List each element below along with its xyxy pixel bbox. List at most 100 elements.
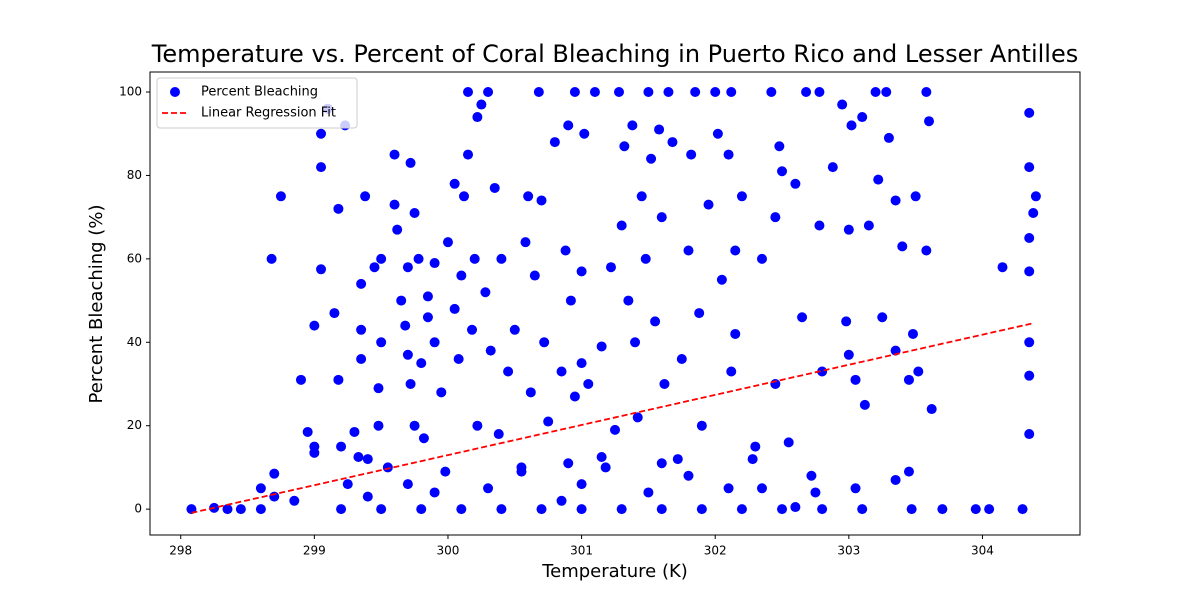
point bbox=[712, 128, 723, 139]
legend-label: Percent Bleaching bbox=[201, 85, 318, 100]
point bbox=[583, 379, 594, 390]
y-tick-label: 60 bbox=[127, 251, 142, 265]
point bbox=[429, 258, 440, 269]
chart-title: Temperature vs. Percent of Coral Bleachi… bbox=[151, 40, 1078, 68]
point bbox=[392, 224, 403, 235]
x-axis-label: Temperature (K) bbox=[541, 561, 688, 582]
point bbox=[921, 87, 932, 98]
point bbox=[790, 502, 801, 513]
point bbox=[654, 124, 665, 135]
legend-marker bbox=[170, 87, 180, 97]
point bbox=[309, 447, 320, 458]
point bbox=[269, 491, 280, 502]
point bbox=[382, 462, 393, 473]
point bbox=[255, 483, 266, 494]
point bbox=[529, 270, 540, 281]
point bbox=[846, 120, 857, 131]
point bbox=[650, 316, 661, 327]
point bbox=[857, 112, 868, 123]
point bbox=[456, 504, 467, 515]
point bbox=[596, 341, 607, 352]
point bbox=[632, 412, 643, 423]
point bbox=[726, 87, 737, 98]
point bbox=[362, 491, 373, 502]
point bbox=[750, 441, 761, 452]
point bbox=[667, 137, 678, 148]
point bbox=[409, 420, 420, 431]
point bbox=[472, 420, 483, 431]
point bbox=[1017, 504, 1028, 515]
point bbox=[449, 303, 460, 314]
point bbox=[1024, 107, 1035, 118]
point bbox=[483, 87, 494, 98]
point bbox=[222, 504, 233, 515]
point bbox=[636, 191, 647, 202]
point bbox=[643, 487, 654, 498]
point bbox=[235, 504, 246, 515]
point bbox=[563, 120, 574, 131]
point bbox=[623, 295, 634, 306]
point bbox=[436, 387, 447, 398]
axes-frame bbox=[149, 71, 1081, 536]
point bbox=[579, 128, 590, 139]
point bbox=[881, 87, 892, 98]
y-tick-label: 20 bbox=[127, 418, 142, 432]
point bbox=[536, 504, 547, 515]
x-tick-label: 304 bbox=[971, 544, 994, 558]
point bbox=[877, 312, 888, 323]
point bbox=[827, 162, 838, 173]
point bbox=[777, 504, 788, 515]
point bbox=[489, 182, 500, 193]
point bbox=[467, 324, 478, 335]
point bbox=[663, 87, 674, 98]
point bbox=[903, 374, 914, 385]
point bbox=[336, 441, 347, 452]
point bbox=[630, 337, 641, 348]
point bbox=[656, 504, 667, 515]
point bbox=[843, 224, 854, 235]
point bbox=[376, 253, 387, 264]
point bbox=[295, 374, 306, 385]
point bbox=[362, 454, 373, 465]
point bbox=[783, 437, 794, 448]
point bbox=[523, 191, 534, 202]
point bbox=[569, 391, 580, 402]
point bbox=[627, 120, 638, 131]
point bbox=[696, 420, 707, 431]
point bbox=[1024, 266, 1035, 277]
x-tick-label: 299 bbox=[303, 544, 326, 558]
point bbox=[659, 379, 670, 390]
point bbox=[770, 212, 781, 223]
point bbox=[356, 278, 367, 289]
point bbox=[536, 195, 547, 206]
point bbox=[503, 366, 514, 377]
point bbox=[646, 153, 657, 164]
point bbox=[850, 374, 861, 385]
point bbox=[409, 207, 420, 218]
point bbox=[402, 349, 413, 360]
point bbox=[730, 328, 741, 339]
point bbox=[565, 295, 576, 306]
point bbox=[747, 454, 758, 465]
point bbox=[389, 199, 400, 210]
point bbox=[870, 87, 881, 98]
point bbox=[333, 203, 344, 214]
point bbox=[605, 262, 616, 273]
point bbox=[453, 353, 464, 364]
point bbox=[817, 504, 828, 515]
point bbox=[576, 266, 587, 277]
point bbox=[703, 199, 714, 210]
point bbox=[690, 87, 701, 98]
legend-label: Linear Regression Fit bbox=[201, 106, 336, 121]
point bbox=[402, 262, 413, 273]
point bbox=[449, 178, 460, 189]
point bbox=[766, 87, 777, 98]
point bbox=[576, 479, 587, 490]
point bbox=[463, 149, 474, 160]
point bbox=[843, 349, 854, 360]
point bbox=[890, 474, 901, 485]
point bbox=[396, 295, 407, 306]
point bbox=[589, 87, 600, 98]
regression-line bbox=[191, 322, 1033, 514]
point bbox=[556, 366, 567, 377]
